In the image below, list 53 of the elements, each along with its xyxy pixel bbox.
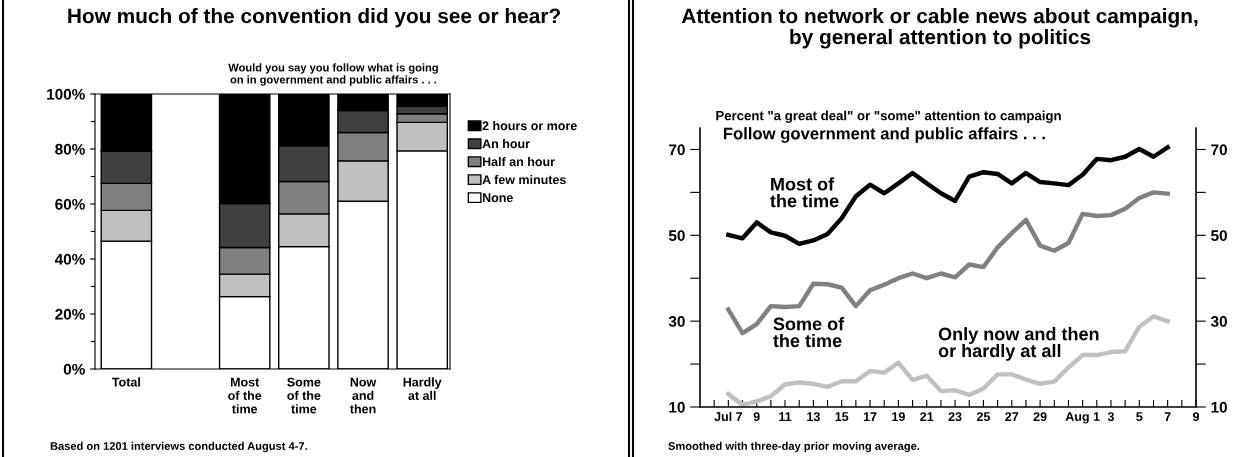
text: Smoothed with three-day prior moving average. [668,441,920,453]
x-tick-label: Now and then [349,377,377,414]
text: Based on 1201 interviews conducted August 4-7. [50,441,307,453]
y-tick-label: 10 [669,401,685,413]
x-tick-label: 19 [892,412,905,422]
x-tick-label: Most of the time [228,377,262,414]
y-tick-label: 20% [55,308,85,320]
legend-label: A few minutes [482,174,566,185]
x-tick-label: 23 [948,412,962,422]
line-series [726,314,1170,407]
y2-tick-label: 30 [1210,316,1227,327]
x-tick-label: 29 [1033,412,1047,422]
x-tick-label: Hardly at all [403,377,442,400]
x-tick-label: 27 [1005,412,1019,421]
y-tick-label: 50 [668,230,685,241]
y-tick-label: 30 [668,316,685,327]
chart-subtitle: Percent "a great deal" or "some" attention to campaign [716,110,1061,123]
y2-tick-label: 50 [1211,230,1227,241]
y-tick-label: 0% [63,363,85,375]
x-tick-label: 11 [779,412,792,421]
y-tick-label: 60% [55,198,85,210]
chart-title: Attention to network or cable news about campaign, by general attention to politics [681,8,1198,49]
y-tick-label: 100% [47,88,85,100]
y2-tick-label: 70 [1211,144,1227,156]
x-tick-label: Some of the time [287,377,321,414]
x-tick-label: 9 [753,412,760,422]
x-tick-label: 15 [835,412,849,422]
series-label: Some of the time [773,317,845,348]
y-tick-label: 80% [55,143,85,155]
y-tick-label: 40% [54,253,85,265]
x-tick-label: 3 [1107,412,1114,422]
legend-label: None [482,193,513,203]
x-tick-label: 5 [1136,412,1143,422]
legend-label: 2 hours or more [482,121,577,131]
x-tick-label: Aug 1 [1065,412,1100,424]
x-tick-label: 7 [1164,412,1171,421]
chart-title: How much of the convention did you see or hear? [68,8,560,28]
series-label: Most of the time [770,177,839,208]
x-tick-label: 13 [807,412,820,422]
legend-label: An hour [482,138,530,149]
legend-title: Follow government and public affairs . . . [723,127,1045,143]
x-tick-label: 25 [976,412,991,422]
y2-tick-label: 10 [1211,401,1227,413]
x-tick-label: Total [112,377,140,387]
x-tick-label: 21 [920,412,934,421]
x-tick-label: 17 [863,412,877,421]
legend-label: Half an hour [482,156,555,167]
line-series [726,145,1170,247]
x-tick-label: Jul 7 [714,411,743,422]
series-label: Only now and then or hardly at all [938,327,1099,361]
y-tick-label: 70 [669,144,685,156]
x-tick-label: 9 [1192,412,1200,422]
chart-subtitle: Would you say you follow what is going on in government and public affairs . . . [228,63,438,86]
